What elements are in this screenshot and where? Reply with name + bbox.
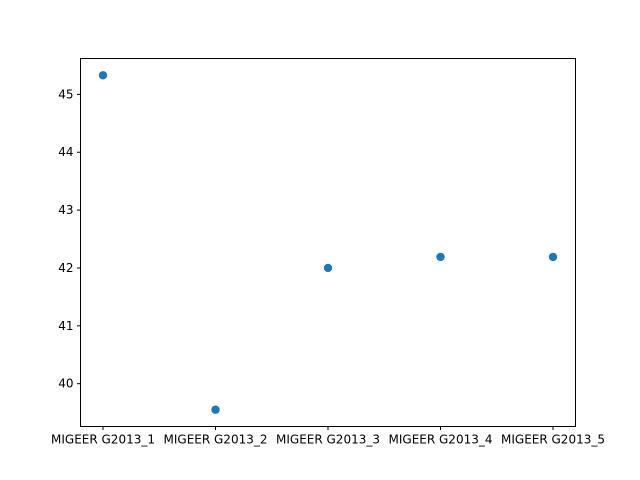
x-tick-label: MIGEER G2013_4 — [389, 433, 493, 447]
x-tick-label: MIGEER G2013_3 — [276, 433, 380, 447]
y-axis: 40 41 42 43 44 45 — [58, 87, 81, 391]
x-tick-label: MIGEER G2013_5 — [501, 433, 605, 447]
x-tick-label: MIGEER G2013_2 — [164, 433, 268, 447]
data-point — [98, 71, 108, 80]
y-tick-label: 45 — [58, 87, 73, 101]
data-point — [211, 405, 220, 414]
y-tick-label: 41 — [58, 319, 73, 333]
x-tick-label: MIGEER G2013_1 — [51, 433, 155, 447]
y-tick-label: 40 — [58, 377, 73, 391]
y-tick-label: 43 — [58, 203, 73, 217]
data-point — [436, 252, 445, 262]
data-point — [323, 263, 333, 273]
y-tick-label: 42 — [58, 261, 73, 275]
data-points — [98, 71, 558, 414]
y-tick-label: 44 — [58, 145, 73, 159]
data-point — [548, 252, 558, 262]
x-axis: MIGEER G2013_1 MIGEER G2013_2 MIGEER G2013… — [51, 426, 605, 447]
